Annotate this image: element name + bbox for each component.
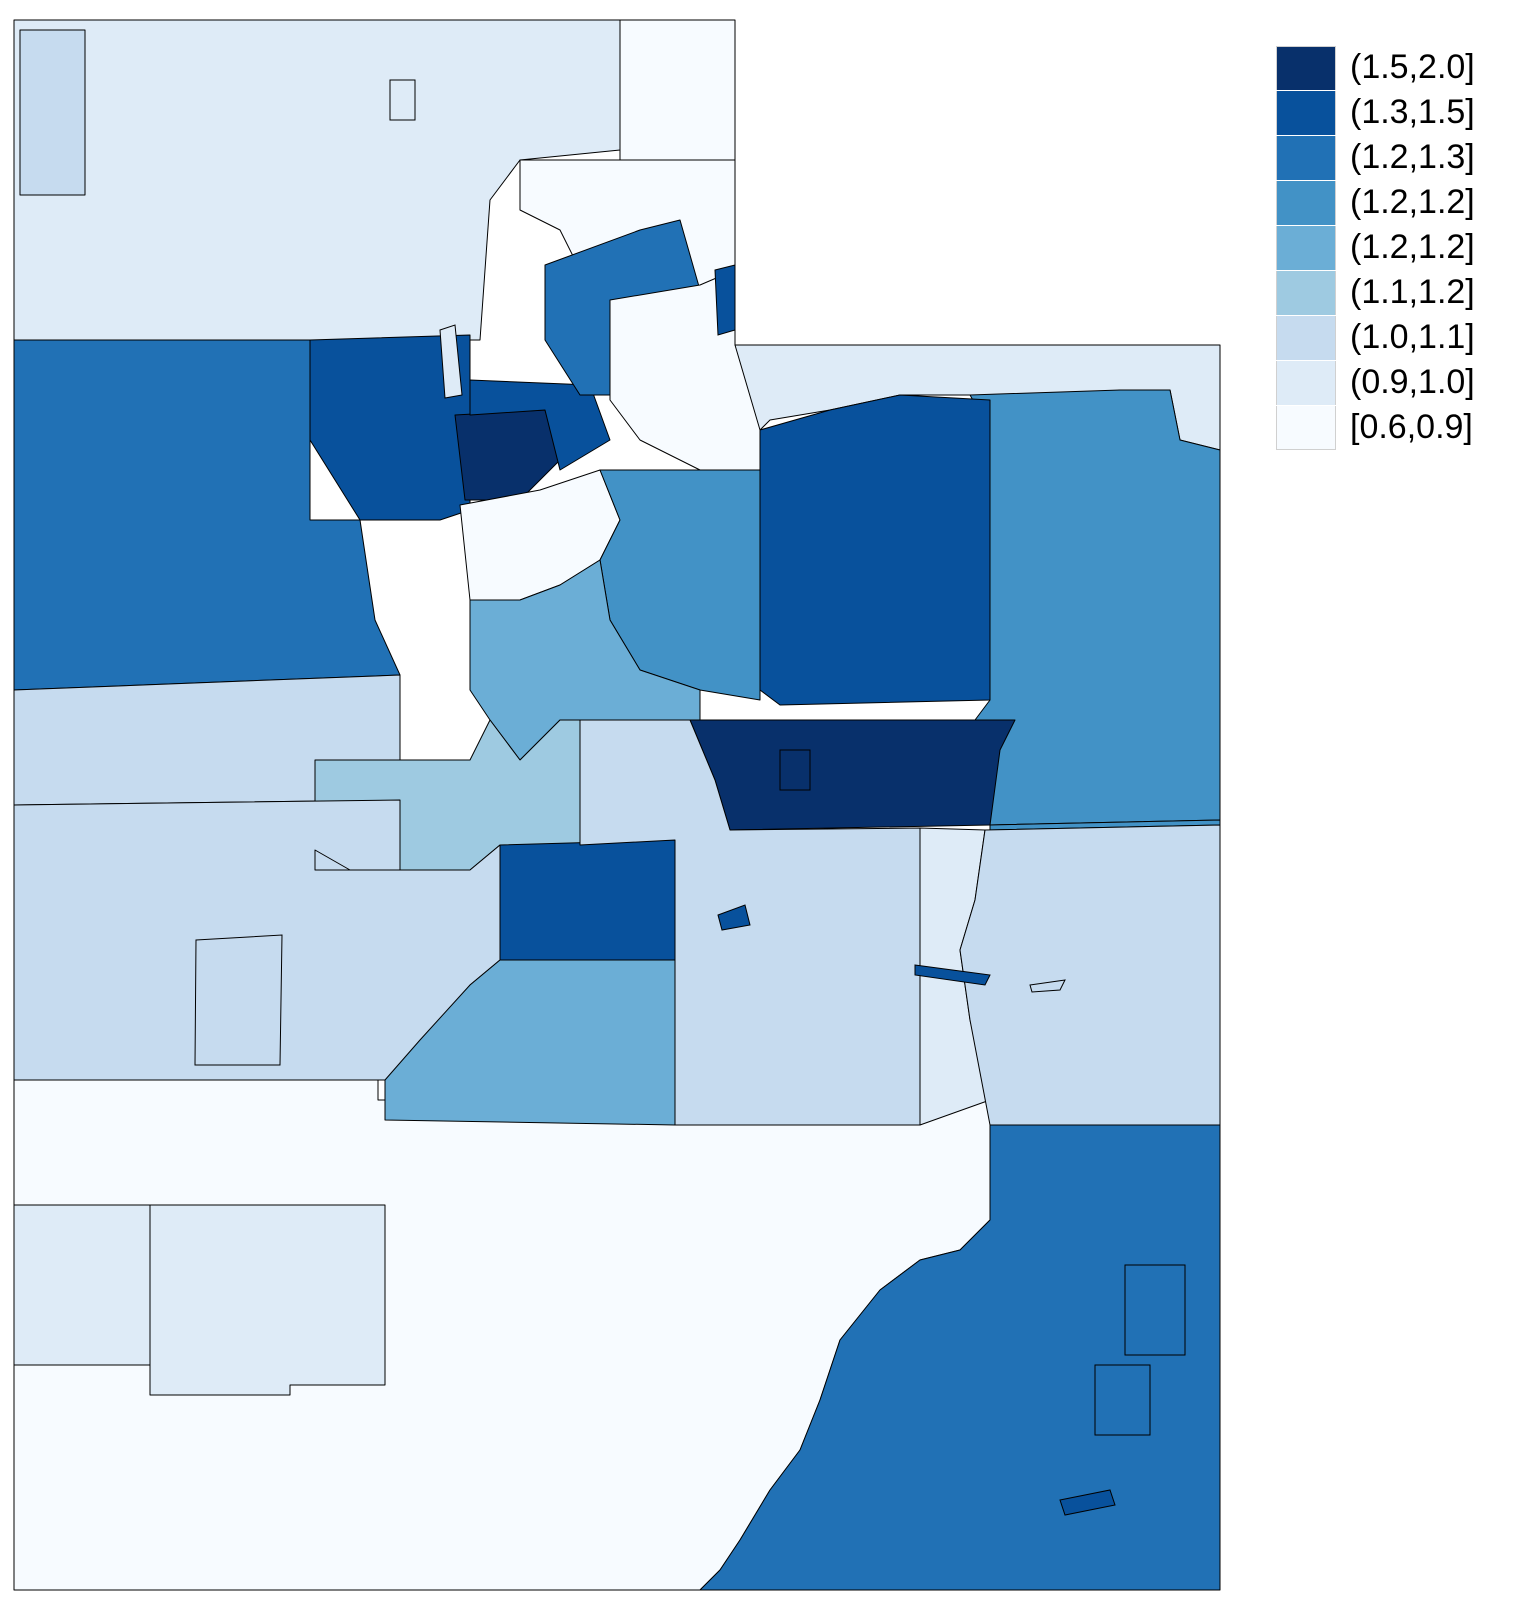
detail-blob xyxy=(717,904,751,931)
legend-item: (0.9,1.0] xyxy=(1276,360,1506,405)
west-center-band-region xyxy=(309,334,471,521)
legend-label: (1.2,1.2] xyxy=(1350,183,1475,221)
map-details xyxy=(194,79,1186,1516)
legend-swatch xyxy=(1276,405,1336,450)
legend-label: (1.2,1.3] xyxy=(1350,138,1475,176)
southwest-grey-region xyxy=(13,1204,151,1366)
legend-item: (1.2,1.2] xyxy=(1276,180,1506,225)
east-pale-region xyxy=(959,824,1221,1126)
detail-blob xyxy=(194,934,283,1066)
detail-blob xyxy=(779,749,811,791)
legend-item: [0.6,0.9] xyxy=(1276,405,1506,450)
southwest-pale-region xyxy=(149,1204,386,1396)
legend-swatch xyxy=(1276,45,1336,90)
legend-label: [0.6,0.9] xyxy=(1350,408,1473,446)
metro-core-region xyxy=(454,409,561,501)
legend-swatch xyxy=(1276,360,1336,405)
detail-blob xyxy=(1059,1489,1116,1516)
legend-swatch xyxy=(1276,90,1336,135)
legend-item: (1.5,2.0] xyxy=(1276,45,1506,90)
legend-label: (1.3,1.5] xyxy=(1350,93,1475,131)
ne-basin-west-region xyxy=(759,394,991,706)
legend-swatch xyxy=(1276,135,1336,180)
legend-label: (1.1,1.2] xyxy=(1350,273,1475,311)
ne-basin-east-region xyxy=(969,389,1221,826)
legend-swatch xyxy=(1276,225,1336,270)
center-navy-region xyxy=(499,839,676,961)
legend-item: (1.2,1.3] xyxy=(1276,135,1506,180)
detail-blob xyxy=(1029,979,1066,993)
southeast-region xyxy=(699,1124,1221,1591)
legend-swatch xyxy=(1276,270,1336,315)
legend-item: (1.1,1.2] xyxy=(1276,270,1506,315)
center-dark-region xyxy=(689,719,1016,831)
legend-swatch xyxy=(1276,180,1336,225)
legend-label: (1.0,1.1] xyxy=(1350,318,1475,356)
legend-label: (1.5,2.0] xyxy=(1350,48,1475,86)
legend-label: (1.2,1.2] xyxy=(1350,228,1475,266)
legend-label: (0.9,1.0] xyxy=(1350,363,1475,401)
detail-blob xyxy=(439,324,463,399)
legend-swatch xyxy=(1276,315,1336,360)
detail-blob xyxy=(389,79,416,121)
legend: (1.5,2.0] (1.3,1.5] (1.2,1.3] (1.2,1.2] … xyxy=(1276,45,1506,450)
nw-west-region xyxy=(19,29,86,196)
legend-item: (1.0,1.1] xyxy=(1276,315,1506,360)
detail-blob xyxy=(1094,1364,1151,1436)
mountain-white-region xyxy=(609,269,761,471)
north-east-upper-region xyxy=(619,19,736,161)
detail-blob xyxy=(714,264,736,336)
detail-blob xyxy=(914,964,991,986)
legend-item: (1.2,1.2] xyxy=(1276,225,1506,270)
legend-item: (1.3,1.5] xyxy=(1276,90,1506,135)
detail-blob xyxy=(1124,1264,1186,1356)
